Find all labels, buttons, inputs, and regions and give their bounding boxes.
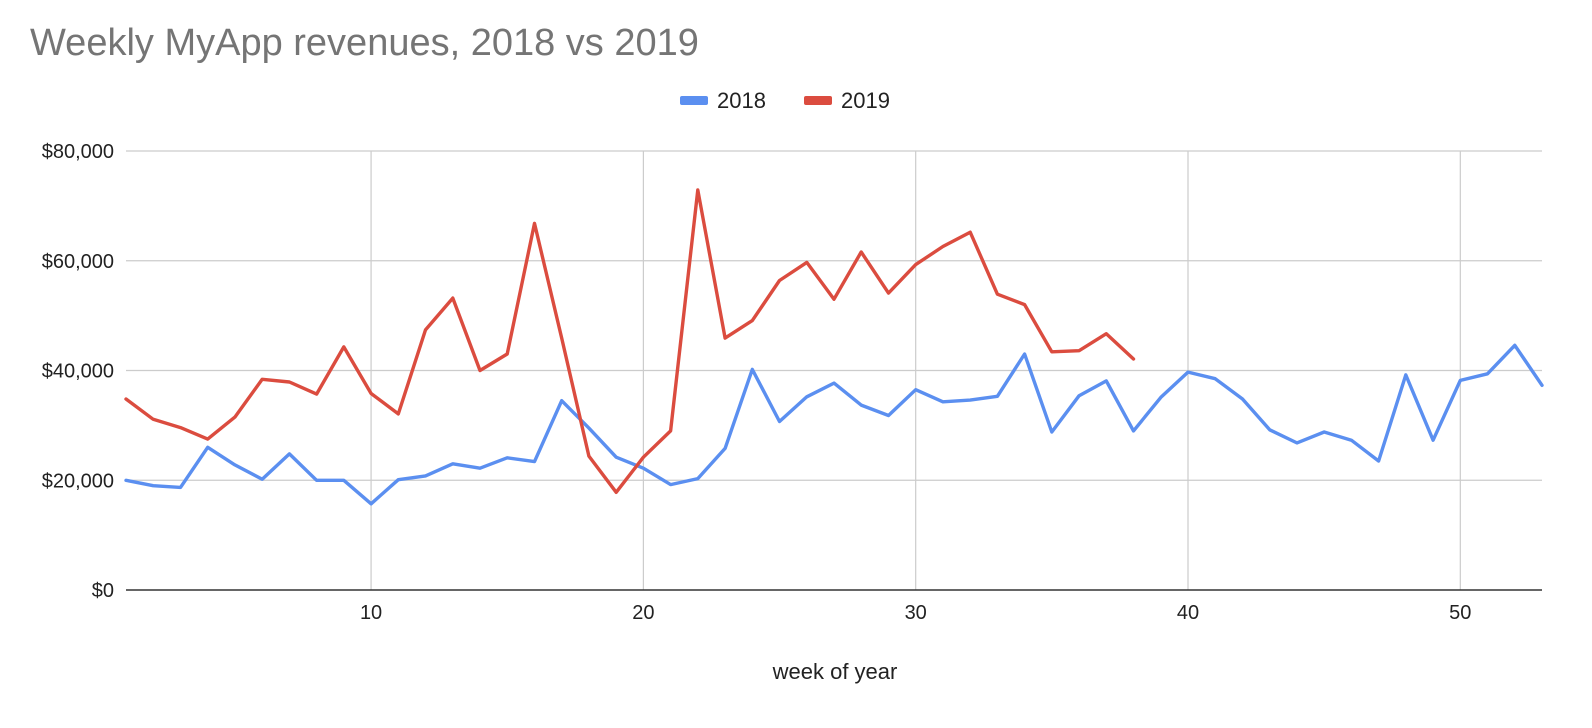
chart-title: Weekly MyApp revenues, 2018 vs 2019 bbox=[30, 22, 699, 64]
series-line-2019 bbox=[124, 188, 1136, 494]
y-tick-label: $20,000 bbox=[42, 470, 114, 492]
x-tick-label: 20 bbox=[632, 602, 654, 624]
series-lines bbox=[124, 188, 1544, 506]
y-tick-label: $60,000 bbox=[42, 251, 114, 273]
legend: 2018 2019 bbox=[680, 88, 890, 113]
series-line-2018 bbox=[124, 343, 1544, 506]
legend-swatch-2018 bbox=[680, 96, 708, 105]
axes: $0 $20,000 $40,000 $60,000 $80,000 10 20 30 40 50 bbox=[42, 141, 1542, 624]
legend-label-2019: 2019 bbox=[841, 88, 890, 113]
x-axis-title: week of year bbox=[772, 659, 898, 684]
x-tick-label: 50 bbox=[1449, 602, 1471, 624]
y-tick-label: $80,000 bbox=[42, 141, 114, 163]
y-tick-label: $40,000 bbox=[42, 361, 114, 383]
x-tick-label: 10 bbox=[360, 602, 382, 624]
x-tick-label: 30 bbox=[905, 602, 927, 624]
y-tick-label: $0 bbox=[92, 580, 114, 602]
x-tick-label: 40 bbox=[1177, 602, 1199, 624]
legend-label-2018: 2018 bbox=[717, 88, 766, 113]
gridlines bbox=[126, 150, 1542, 590]
legend-swatch-2019 bbox=[804, 96, 832, 105]
